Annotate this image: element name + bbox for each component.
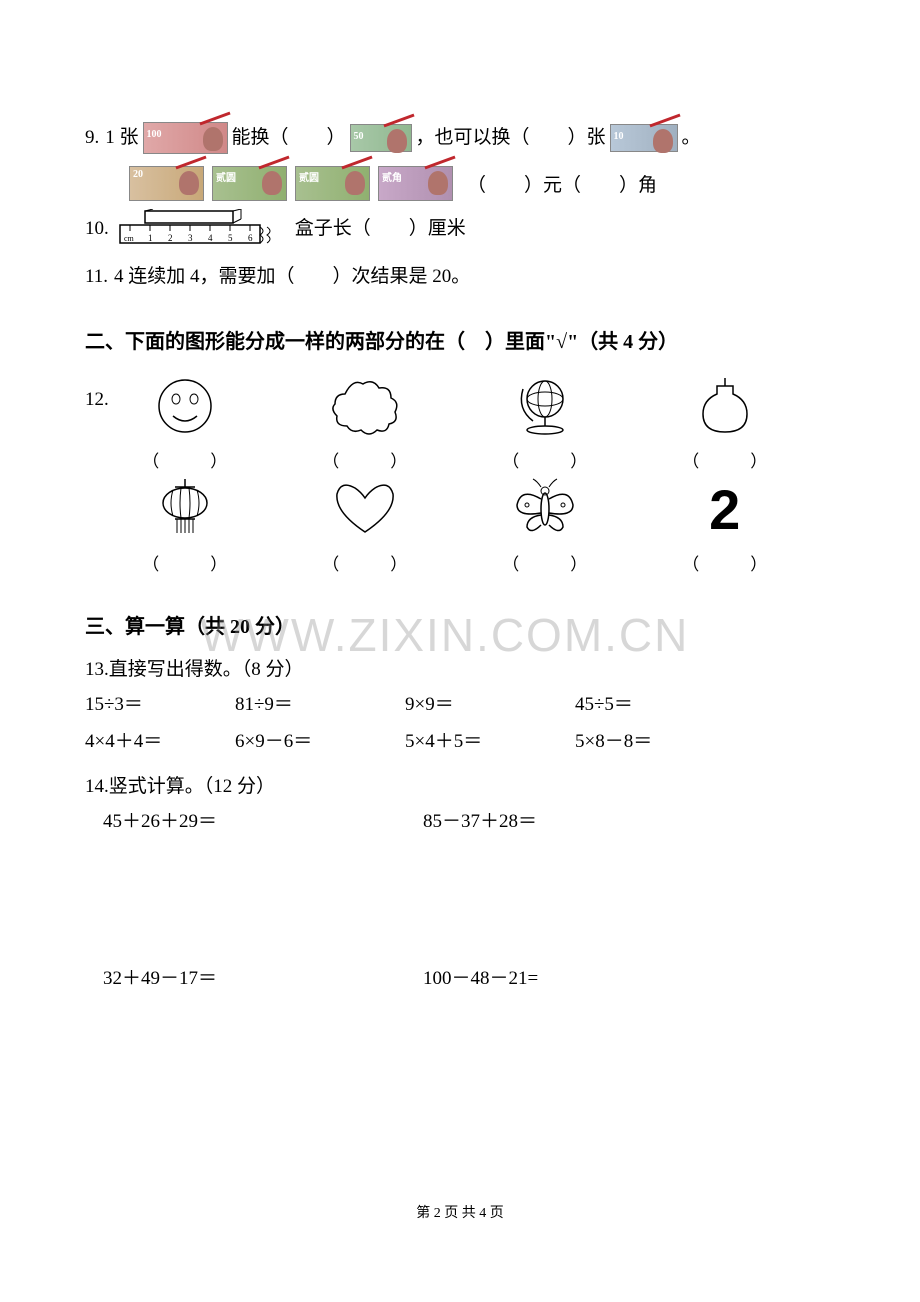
q9-number: 9. (85, 120, 99, 156)
question-9: 9. 1 张 100 能换（ ） 50 ，也可以换（ ）张 10 。 (85, 120, 835, 156)
section-3-title: 三、算一算（共 20 分） (85, 610, 835, 639)
q9-row2: 20 贰圆 贰圆 贰角 （ ）元（ ）角 (125, 166, 835, 201)
q9-text-b: 能换（ ） (232, 120, 346, 156)
shape-globe: （ ） (490, 374, 600, 472)
calc-grid: 15÷3＝ 81÷9＝ 9×9＝ 45÷5＝ 4×4＋4＝ 6×9－6＝ 5×4… (85, 689, 835, 753)
question-12: 12. （ ） （ ） （ ） （ ） （ ） (85, 369, 835, 580)
section-2-title: 二、下面的图形能分成一样的两部分的在（ ）里面"√"（共 4 分） (85, 325, 835, 354)
banknote-10-icon: 10 (610, 124, 678, 152)
shape-lantern: （ ） (130, 477, 240, 575)
svg-text:4: 4 (208, 233, 213, 243)
q9-row2-text: （ ）元（ ）角 (467, 170, 657, 197)
svg-text:cm: cm (124, 234, 135, 243)
shapes-grid: （ ） （ ） （ ） （ ） （ ） （ ） (130, 374, 780, 580)
calc-item: 45÷5＝ (575, 689, 745, 716)
svg-text:5: 5 (228, 233, 233, 243)
svg-text:1: 1 (148, 233, 153, 243)
q9-text-c: ，也可以换（ ）张 (416, 120, 606, 156)
calc-item: 9×9＝ (405, 689, 575, 716)
shape-smiley: （ ） (130, 374, 240, 472)
calc-item: 6×9－6＝ (235, 726, 405, 753)
banknote-100-icon: 100 (143, 122, 228, 154)
q10-number: 10. (85, 211, 109, 247)
calc-item: 5×8－8＝ (575, 726, 745, 753)
vert-calc-item: 100－48－21= (423, 963, 743, 990)
vert-calc-item: 32＋49－17＝ (103, 963, 423, 990)
q12-number: 12. (85, 389, 109, 411)
ruler-icon: cm 1 2 3 4 5 6 (115, 209, 285, 249)
q14-label: 14.竖式计算。（12 分） (85, 771, 835, 798)
banknote-50-icon: 50 (350, 124, 412, 152)
calc-item: 4×4＋4＝ (85, 726, 235, 753)
question-10: 10. cm 1 2 3 4 5 6 盒子长（ ）厘米 (85, 209, 835, 249)
shape-cloud: （ ） (310, 374, 420, 472)
q11-number: 11. (85, 259, 108, 295)
calc-item: 81÷9＝ (235, 689, 405, 716)
svg-text:6: 6 (248, 233, 253, 243)
vert-calc-item: 85－37＋28＝ (423, 806, 743, 833)
banknote-2yuan-icon: 贰圆 (295, 166, 370, 201)
banknote-2jiao-icon: 贰角 (378, 166, 453, 201)
question-11: 11. 4 连续加 4，需要加（ ）次结果是 20。 (85, 259, 835, 295)
q11-text: 4 连续加 4，需要加（ ）次结果是 20。 (114, 259, 470, 295)
q9-text-a: 1 张 (105, 120, 138, 156)
vertical-calc-grid: 45＋26＋29＝ 85－37＋28＝ 32＋49－17＝ 100－48－21= (103, 806, 835, 990)
q9-text-d: 。 (682, 120, 701, 156)
q13-label: 13.直接写出得数。（8 分） (85, 654, 835, 681)
banknote-20-icon: 20 (129, 166, 204, 201)
shape-number-2: 2 （ ） (670, 477, 780, 575)
banknote-2yuan-icon: 贰圆 (212, 166, 287, 201)
svg-text:2: 2 (168, 233, 173, 243)
vert-calc-item: 45＋26＋29＝ (103, 806, 423, 833)
page-footer: 第 2 页 共 4 页 (0, 1202, 920, 1222)
calc-item: 5×4＋5＝ (405, 726, 575, 753)
svg-text:3: 3 (188, 233, 193, 243)
q10-text: 盒子长（ ）厘米 (295, 211, 466, 247)
calc-item: 15÷3＝ (85, 689, 235, 716)
shape-vase: （ ） (670, 374, 780, 472)
shape-heart: （ ） (310, 477, 420, 575)
shape-butterfly: （ ） (490, 477, 600, 575)
